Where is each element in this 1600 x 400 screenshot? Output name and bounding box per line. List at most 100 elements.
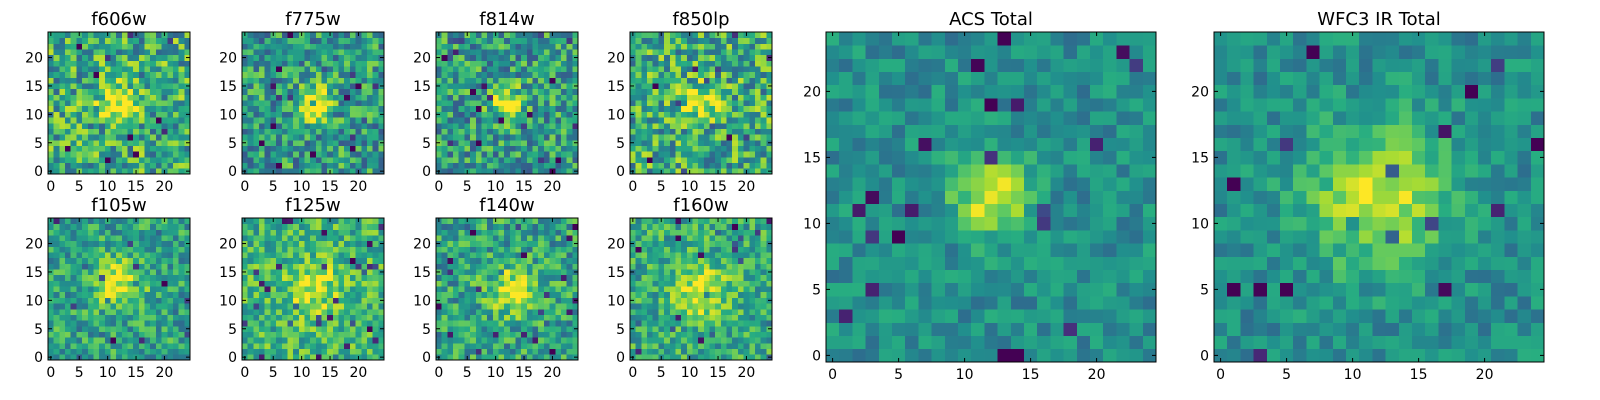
heatmap-cell <box>453 314 460 321</box>
heatmap-cell <box>127 257 134 264</box>
heatmap-cell <box>287 286 294 293</box>
heatmap-cell <box>743 303 750 310</box>
heatmap-cell <box>65 60 72 67</box>
heatmap-cell <box>669 60 676 67</box>
heatmap-cell <box>121 246 128 253</box>
heatmap-cells <box>242 32 385 175</box>
heatmap-cell <box>53 100 60 107</box>
heatmap-cell <box>315 60 322 67</box>
heatmap-cell <box>332 54 339 61</box>
heatmap-cell <box>110 77 117 84</box>
heatmap-cell <box>635 49 642 56</box>
heatmap-cell <box>76 229 83 236</box>
heatmap-cell <box>378 66 385 73</box>
heatmap-cell <box>349 218 356 225</box>
heatmap-cell <box>70 235 77 242</box>
heatmap-cell <box>754 145 762 152</box>
heatmap-cell <box>715 331 722 338</box>
heatmap-cell <box>293 280 300 287</box>
heatmap-cell <box>378 134 385 141</box>
heatmap-cell <box>138 54 145 61</box>
heatmap-cell <box>87 60 94 67</box>
heatmap-cell <box>138 320 145 327</box>
heatmap-cell <box>310 223 317 230</box>
heatmap-cell <box>104 257 111 264</box>
heatmap-cell <box>59 151 66 158</box>
heatmap-cell <box>172 252 180 259</box>
heatmap-cell <box>692 66 699 73</box>
heatmap-cell <box>155 94 162 101</box>
heatmap-cell <box>65 111 72 118</box>
heatmap-cell <box>709 88 716 95</box>
heatmap-cell <box>560 94 568 101</box>
heatmap-cell <box>133 263 140 270</box>
heatmap-cell <box>715 348 722 355</box>
heatmap-cell <box>447 60 454 67</box>
heatmap-cell <box>144 77 151 84</box>
heatmap-cell <box>630 156 637 164</box>
heatmap-cell <box>458 151 465 158</box>
heatmap-cell <box>82 60 89 67</box>
heatmap-cell <box>669 331 676 338</box>
x-tick-label: 5 <box>75 365 84 381</box>
y-tick-label: 10 <box>219 293 237 309</box>
heatmap-cell <box>675 94 682 101</box>
heatmap-cell <box>264 325 271 332</box>
heatmap-cell <box>321 257 328 264</box>
heatmap-cell <box>481 280 488 287</box>
heatmap-cell <box>87 66 94 73</box>
heatmap-cell <box>572 105 579 112</box>
heatmap-cell <box>436 162 443 169</box>
heatmap-cell <box>441 105 448 112</box>
heatmap-cell <box>259 105 266 112</box>
heatmap-cells <box>436 32 579 175</box>
heatmap-cell <box>441 218 448 225</box>
heatmap-cell <box>167 331 174 338</box>
heatmap-cell <box>138 37 145 44</box>
heatmap-cell <box>155 240 162 247</box>
heatmap-cell <box>355 156 362 164</box>
heatmap-cell <box>287 54 294 61</box>
heatmap-cell <box>178 168 185 175</box>
heatmap-cell <box>315 337 322 344</box>
heatmap-cell <box>116 274 123 281</box>
heatmap-cell <box>720 134 727 141</box>
heatmap-cell <box>492 94 499 101</box>
heatmap-cell <box>321 100 328 107</box>
heatmap-cell <box>487 156 494 164</box>
x-tick-label: 10 <box>99 179 117 195</box>
heatmap-cell <box>327 94 334 101</box>
heatmap-cell <box>692 128 699 135</box>
heatmap-cell <box>664 88 671 95</box>
heatmap-cell <box>509 156 516 164</box>
heatmap-cell <box>138 342 145 350</box>
heatmap-cell <box>692 354 699 361</box>
heatmap-cell <box>652 168 659 175</box>
heatmap-cell <box>692 168 699 175</box>
heatmap-cell <box>344 348 351 355</box>
heatmap-cell <box>681 145 688 152</box>
heatmap-cell <box>692 88 699 95</box>
heatmap-cell <box>754 37 762 44</box>
heatmap-cell <box>555 83 562 90</box>
heatmap-cell <box>532 320 539 327</box>
heatmap-cell <box>726 286 733 293</box>
heatmap-cell <box>53 32 60 39</box>
heatmap-cell <box>116 71 123 78</box>
heatmap-cell <box>133 83 140 90</box>
heatmap-cell <box>720 139 727 146</box>
heatmap-cell <box>87 94 94 101</box>
heatmap-cell <box>304 342 311 350</box>
heatmap-cell <box>498 66 505 73</box>
heatmap-cell <box>184 60 191 67</box>
heatmap-cell <box>378 229 385 236</box>
heatmap-cell <box>447 269 454 276</box>
heatmap-cell <box>498 314 505 321</box>
heatmap-cell <box>310 274 317 281</box>
heatmap-cell <box>749 168 756 175</box>
heatmap-cell <box>492 37 499 44</box>
heatmap-cell <box>441 122 448 129</box>
heatmap-cell <box>327 71 334 78</box>
heatmap-cell <box>658 280 665 287</box>
heatmap-cell <box>344 162 351 169</box>
